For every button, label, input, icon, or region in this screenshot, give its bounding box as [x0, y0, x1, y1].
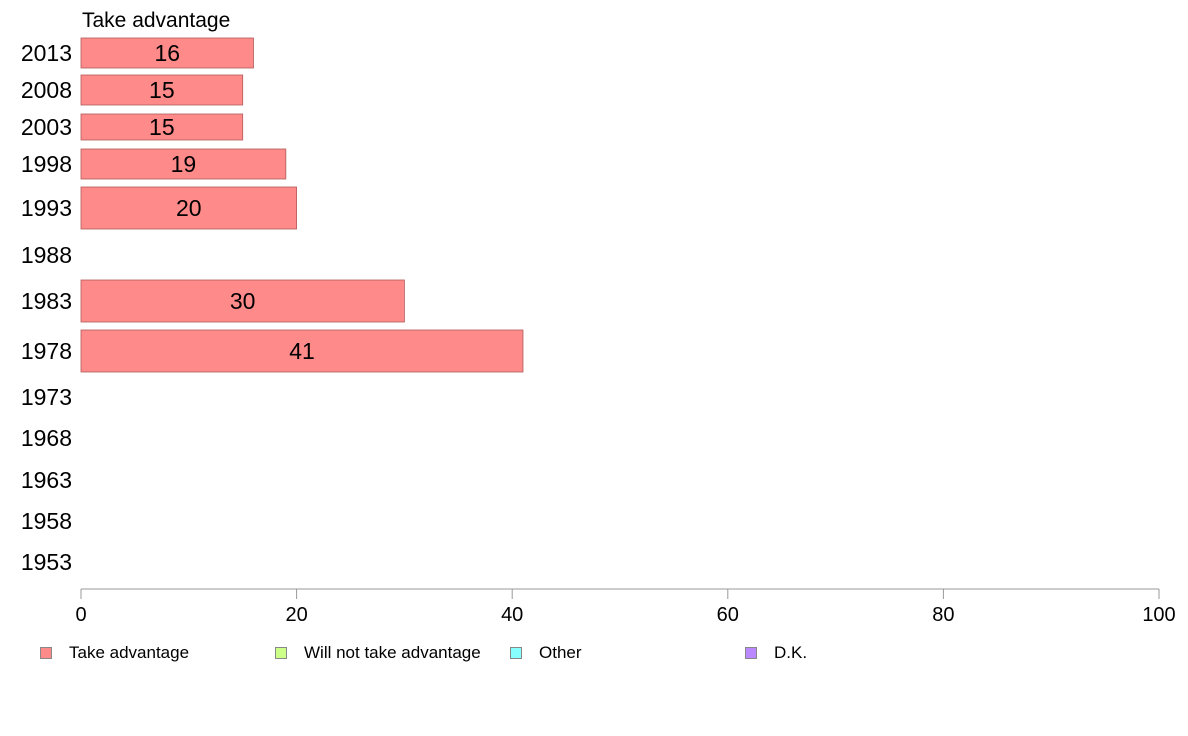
data-label-1978: 41 [289, 338, 315, 364]
y-tick-label-1953: 1953 [21, 549, 72, 575]
bar-2003 [80, 113, 244, 141]
x-tick-label-40: 40 [501, 604, 523, 626]
bar-1983 [80, 279, 405, 323]
y-tick-label-1993: 1993 [21, 195, 72, 221]
x-tick-label-0: 0 [75, 604, 86, 626]
y-axis-labels: 2013 2008 2003 1998 1993 1988 1983 1978 1973 1968… [21, 40, 72, 575]
legend-swatch-dk [745, 647, 757, 659]
data-label-2013: 16 [154, 40, 180, 66]
y-tick-label-1963: 1963 [21, 467, 72, 493]
y-tick-label-1968: 1968 [21, 425, 72, 451]
legend-item-take-advantage: Take advantage [40, 640, 189, 666]
x-tick-label-20: 20 [285, 604, 307, 626]
bar-1978 [80, 329, 524, 373]
y-tick-label-2008: 2008 [21, 77, 72, 103]
legend-swatch-other [510, 647, 522, 659]
legend-label-take-advantage: Take advantage [69, 643, 190, 662]
y-tick-label-1998: 1998 [21, 151, 72, 177]
legend-swatch-take-advantage [40, 647, 52, 659]
y-tick-label-1978: 1978 [21, 338, 72, 364]
bar-2013 [80, 37, 254, 69]
legend-swatch-will-not-take-advantage [275, 647, 287, 659]
y-tick-label-2003: 2003 [21, 114, 72, 140]
bar-1993 [80, 186, 298, 230]
y-tick-label-2013: 2013 [21, 40, 72, 66]
legend-label-will-not-take-advantage: Will not take advantage [304, 643, 481, 662]
legend: Take advantage Will not take advantage O… [0, 640, 1188, 666]
panel-title: Take advantage [82, 9, 230, 32]
y-tick-label-1988: 1988 [21, 242, 72, 268]
data-label-2008: 15 [149, 77, 175, 103]
data-label-1998: 19 [171, 151, 197, 177]
legend-item-dk: D.K. [745, 640, 807, 666]
y-tick-label-1958: 1958 [21, 508, 72, 534]
x-tick-label-80: 80 [932, 604, 954, 626]
x-axis: 0 20 40 60 80 100 [75, 588, 1176, 626]
bar-chart: Take advantage 16 15 15 19 20 30 41 0 20 40 60 80 1… [21, 9, 1176, 626]
data-label-1993: 20 [176, 195, 202, 221]
bar-1998 [80, 148, 287, 180]
y-tick-label-1983: 1983 [21, 288, 72, 314]
legend-label-dk: D.K. [774, 643, 808, 662]
y-tick-label-1973: 1973 [21, 384, 72, 410]
data-label-2003: 15 [149, 114, 175, 140]
legend-item-will-not-take-advantage: Will not take advantage [275, 640, 481, 666]
data-label-1983: 30 [230, 288, 256, 314]
legend-item-other: Other [510, 640, 582, 666]
x-tick-label-60: 60 [717, 604, 739, 626]
legend-label-other: Other [539, 643, 582, 662]
bar-2008 [80, 74, 244, 106]
x-tick-label-100: 100 [1142, 604, 1175, 626]
